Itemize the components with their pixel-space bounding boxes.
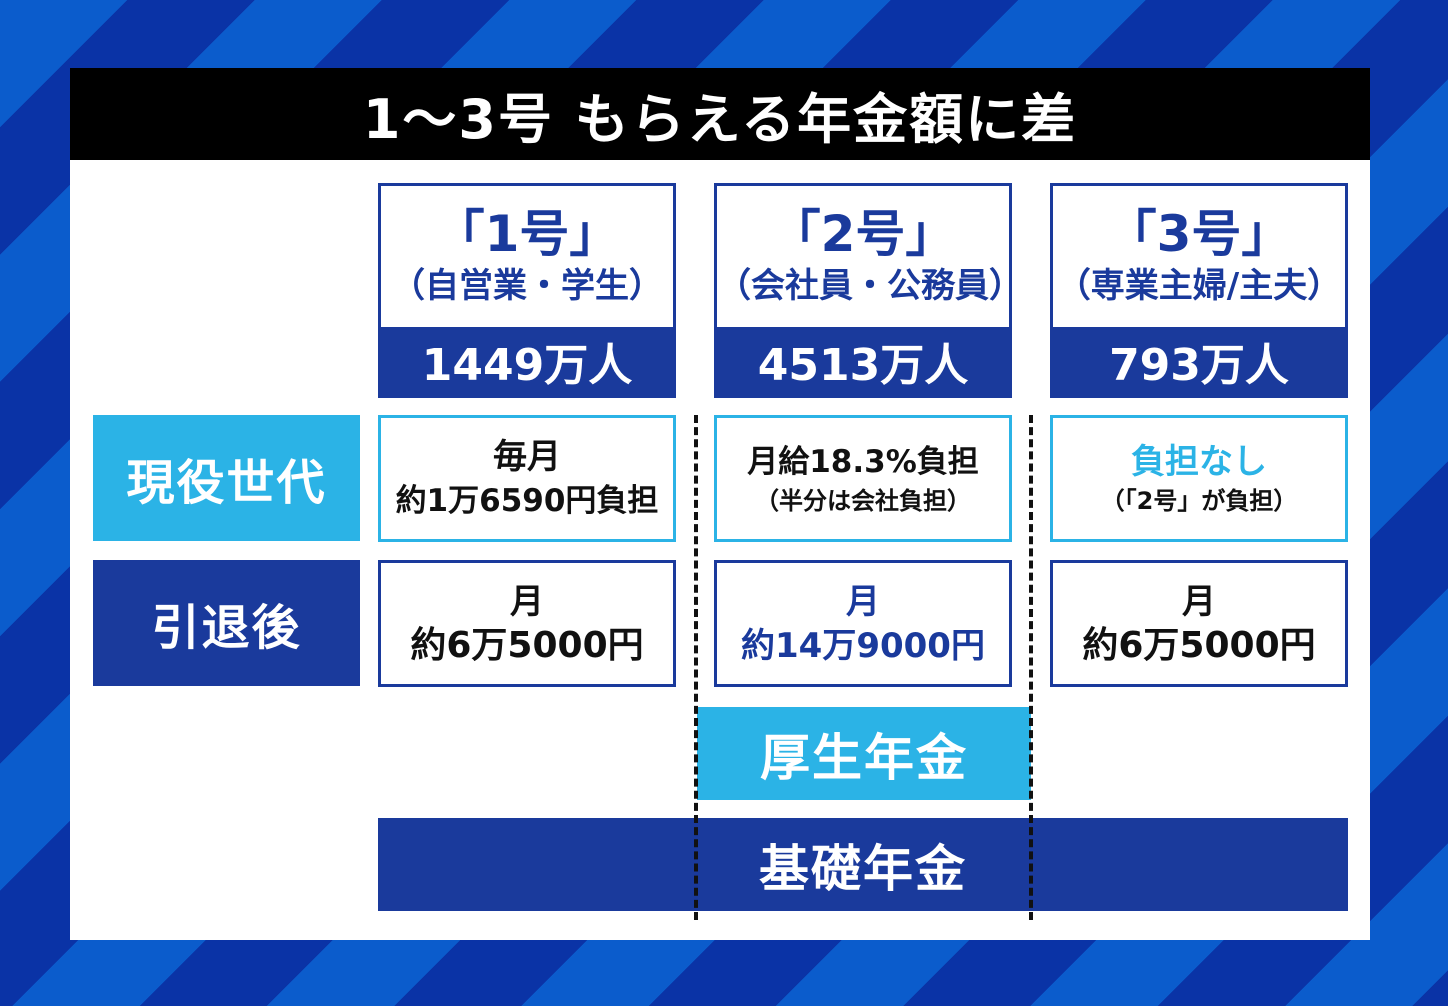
type-desc: （会社員・公務員） <box>717 266 1023 306</box>
type-count: 4513万人 <box>717 327 1009 395</box>
retired-cell-1: 月 約6万5000円 <box>378 560 676 687</box>
cell-text: 月 <box>846 581 880 622</box>
retired-cell-3: 月 約6万5000円 <box>1050 560 1348 687</box>
current-cell-3: 負担なし （「2号」が負担） <box>1050 415 1348 542</box>
retired-cell-2: 月 約14万9000円 <box>714 560 1012 687</box>
cell-text: 約6万5000円 <box>1082 624 1316 666</box>
type-desc: （専業主婦/主夫） <box>1056 266 1342 306</box>
basic-pension-bar: 基礎年金 <box>378 818 1348 911</box>
cell-text: 月 <box>1182 581 1216 622</box>
row-label-retired: 引退後 <box>93 560 360 686</box>
cell-text: 毎月 <box>493 436 561 477</box>
divider-dashed-line <box>1029 415 1033 920</box>
header-type-2: 「2号」 （会社員・公務員） 4513万人 <box>714 183 1023 398</box>
cell-text: （「2号」が負担） <box>1100 486 1298 515</box>
page-title: 1〜3号 もらえる年金額に差 <box>70 68 1370 160</box>
type-count: 793万人 <box>1053 327 1345 395</box>
cell-text: 月給18.3%負担 <box>747 443 979 480</box>
type-name: 「3号」 <box>1106 205 1292 263</box>
cell-text: 負担なし <box>1131 441 1267 482</box>
cell-text: （半分は会社負担） <box>755 486 971 515</box>
cell-text: 約1万6590円負担 <box>395 482 659 519</box>
cell-text: 月 <box>510 581 544 622</box>
cell-text: 約14万9000円 <box>741 625 985 666</box>
header-type-3: 「3号」 （専業主婦/主夫） 793万人 <box>1050 183 1348 398</box>
current-cell-2: 月給18.3%負担 （半分は会社負担） <box>714 415 1012 542</box>
type-desc: （自営業・学生） <box>391 266 663 306</box>
row-label-current: 現役世代 <box>93 415 360 541</box>
type-name: 「1号」 <box>434 205 620 263</box>
current-cell-1: 毎月 約1万6590円負担 <box>378 415 676 542</box>
type-count: 1449万人 <box>381 327 673 395</box>
cell-text: 約6万5000円 <box>410 624 644 666</box>
type-name: 「2号」 <box>770 205 956 263</box>
header-type-1: 「1号」 （自営業・学生） 1449万人 <box>378 183 676 398</box>
employee-pension-bar: 厚生年金 <box>697 707 1031 800</box>
divider-dashed-line <box>694 415 698 920</box>
